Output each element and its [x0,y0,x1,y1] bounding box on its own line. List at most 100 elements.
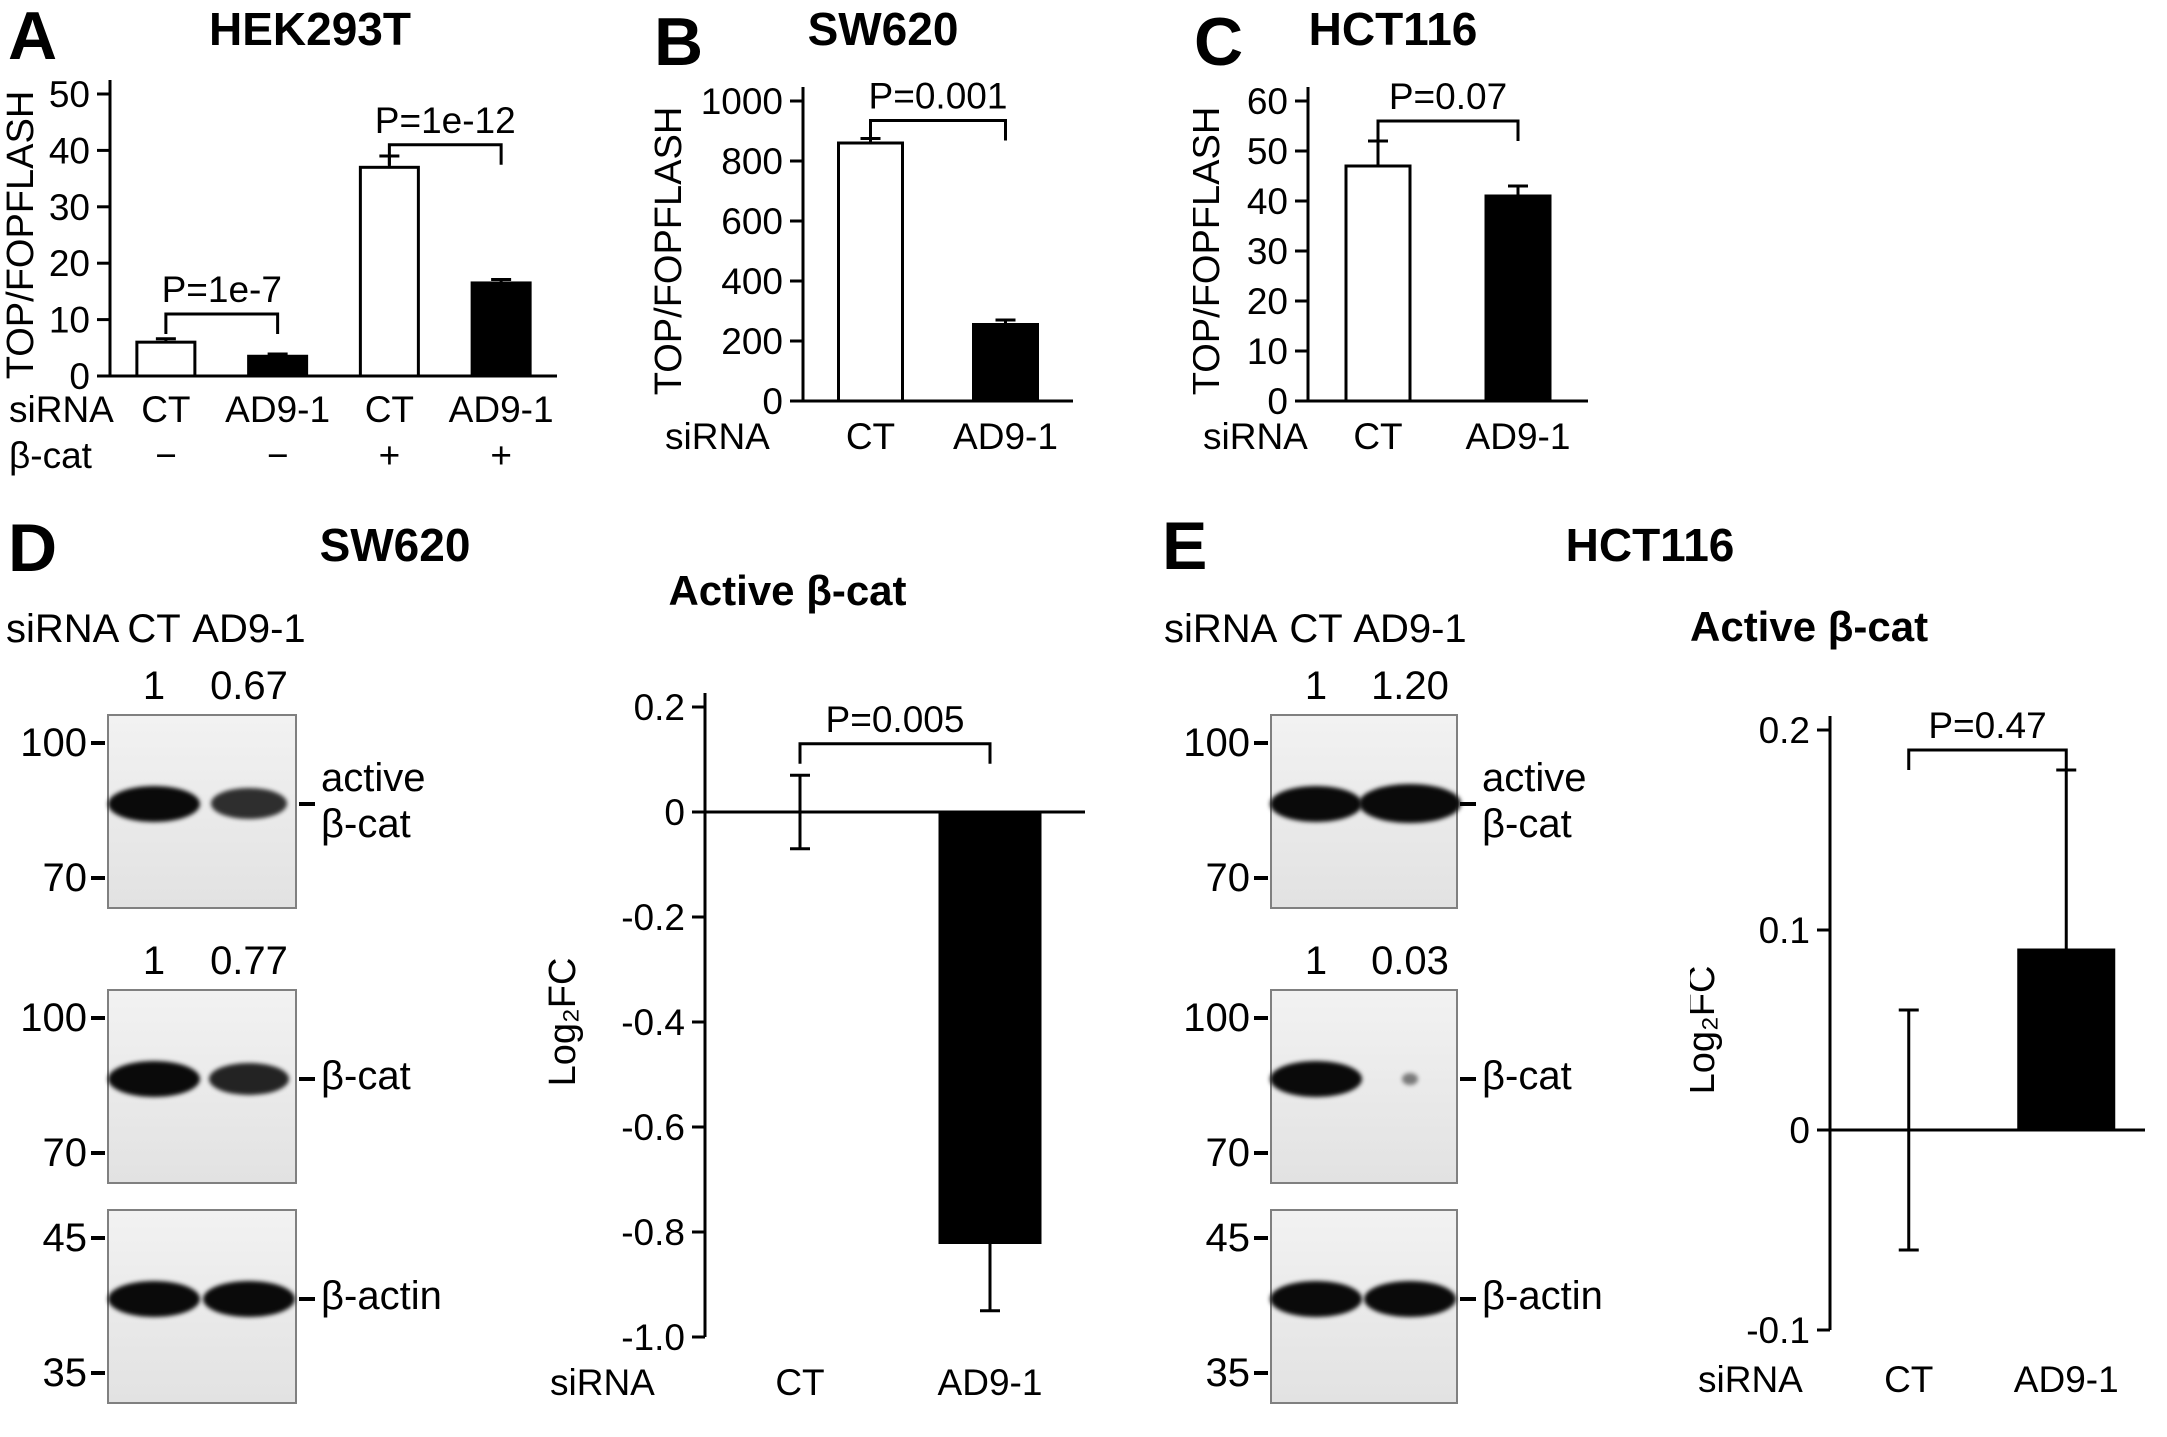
marker-tick-icon [91,1016,105,1021]
x-category-label: CT [1884,1359,1933,1400]
band-quant-value: 0.67 [210,664,288,708]
blot-target-label: β-cat [1482,1053,1572,1098]
y-tick-label: 10 [1247,331,1288,372]
y-tick-label: 30 [1247,231,1288,272]
mw-marker: 70 [42,1130,88,1175]
error-bar [1368,139,1388,166]
y-tick-label: -1.0 [621,1317,685,1358]
protein-band [1402,1072,1418,1085]
significance-bracket [164,312,280,334]
label-dash-icon [299,1076,315,1081]
lane-label: CT [127,607,181,651]
p-value-label: P=1e-7 [162,269,282,310]
significance-bracket [1376,119,1520,141]
x-category-label: CT [775,1362,824,1403]
blot-target-label: active [321,755,426,800]
p-value-label: P=0.47 [1928,705,2046,746]
lane-header-label: siRNA [1164,607,1278,651]
y-tick-label: -0.8 [621,1212,685,1253]
band-quant-value: 0.03 [1371,939,1449,983]
bar [358,165,420,378]
x-category-label: CT [141,389,190,430]
bar-chart-svg-E: 0.2 0.1 0 -0.1 Log₂FC P=0.47 siRNA CT AD9-1 [1681,705,2145,1400]
y-tick-label: 50 [49,74,90,115]
error-bar [980,1242,1000,1313]
protein-band [108,1280,200,1317]
panel-d: D SW620 siRNA CT AD9-1 1 0.67 100 70 active β-ca… [0,512,1100,1437]
bar [2017,948,2116,1132]
x-category-label: + [490,435,512,476]
western-blot-block-hct116: siRNA CT AD9-1 1 1.20 100 70 active β-cat 1 0.03 10… [1160,604,1636,1414]
marker-tick-icon [1254,1016,1268,1021]
error-bar [267,352,288,357]
protein-band [1270,1060,1362,1097]
p-value-label: P=0.07 [1389,76,1507,117]
error-bar [155,337,176,343]
lane-label: CT [1289,607,1343,651]
error-bar [491,278,512,283]
panel-d-title: SW620 [319,519,471,571]
protein-band [208,1062,290,1095]
blot-target-label: β-cat [321,1053,411,1098]
y-axis-label: TOP/FOPFLASH [5,91,42,380]
topflash-chart-hct116: 60 50 40 30 20 10 0 TOP/FOPFLASH P=0.07 siRNA CT AD… [1186,56,1631,496]
error-bar [1508,184,1528,196]
protein-band [203,1280,295,1317]
lane-label: AD9-1 [1353,607,1467,651]
mw-marker: 45 [42,1216,88,1261]
p-value-label: P=0.001 [869,76,1008,117]
marker-tick-icon [1254,875,1268,880]
blot-target-label: β-cat [321,801,411,846]
blot-target-label: β-actin [1482,1273,1603,1318]
mw-marker: 100 [1183,996,1250,1041]
y-axis-label: TOP/FOPFLASH [653,107,690,396]
bar [972,323,1039,403]
band-quant-value: 1 [142,664,166,708]
y-axis-label: Log₂FC [1690,966,1723,1095]
panel-b-title: SW620 [807,3,959,55]
log2fc-chart-title-sw620: Active β-cat [668,567,907,614]
lane-label: AD9-1 [192,607,306,651]
x-category-label: CT [1353,416,1402,457]
protein-band [1270,785,1362,822]
mw-marker: 35 [42,1350,88,1395]
marker-tick-icon [91,741,105,746]
x-category-label: CT [846,416,895,457]
panel-a-letter: A [8,0,58,74]
x-category-label: AD9-1 [2014,1359,2119,1400]
y-tick-label: 50 [1247,131,1288,172]
bar [938,810,1042,1244]
bar [247,354,309,378]
x-category-label: − [267,435,289,476]
mw-marker: 70 [42,855,88,900]
y-tick-label: 600 [721,201,783,242]
bar-chart-svg-B: 1000 800 600 400 200 0 TOP/FOPFLASH P=0.001 siRN… [648,76,1073,457]
mw-marker: 100 [20,996,87,1041]
y-tick-label: 0.2 [1759,710,1810,751]
bar [135,340,197,378]
y-tick-label: 0.2 [634,687,685,728]
bar-chart-svg-D: 0.2 0 -0.2 -0.4 -0.6 -0.8 -1.0 Log₂FC P=0.005 siR… [542,687,1085,1403]
protein-band [210,788,288,820]
bar [1484,194,1552,403]
bar-chart-svg-A: 50 40 30 20 10 0 TOP/FOPFLASH P=1e-7 P=1e-12 siRN… [0,74,557,476]
panel-d-letter: D [8,510,58,586]
lane-header-label: siRNA [6,607,120,651]
y-tick-label: -0.1 [1746,1310,1810,1351]
panel-b: B SW620 1000 800 600 400 200 0 TOP/FOPFLASH P=0… [648,0,1093,505]
panel-c-letter: C [1194,4,1244,80]
log2fc-chart-title-hct116: Active β-cat [1690,603,1929,650]
x-row-header: siRNA [1698,1359,1803,1400]
label-dash-icon [1460,801,1476,806]
topflash-chart-hek293t: 50 40 30 20 10 0 TOP/FOPFLASH P=1e-7 P=1e-12 siRN… [0,56,567,509]
blot-target-label: β-actin [321,1273,442,1318]
mw-marker: 100 [20,721,87,766]
panel-c-title: HCT116 [1308,3,1478,55]
mw-marker: 35 [1205,1350,1251,1395]
y-tick-label: 20 [49,243,90,284]
panel-e: E HCT116 siRNA CT AD9-1 1 1.20 100 70 active β-c… [1150,512,2167,1437]
panel-a-title: HEK293T [209,3,411,55]
marker-tick-icon [1254,1370,1268,1375]
y-tick-label: 20 [1247,281,1288,322]
protein-band [1270,1280,1362,1317]
